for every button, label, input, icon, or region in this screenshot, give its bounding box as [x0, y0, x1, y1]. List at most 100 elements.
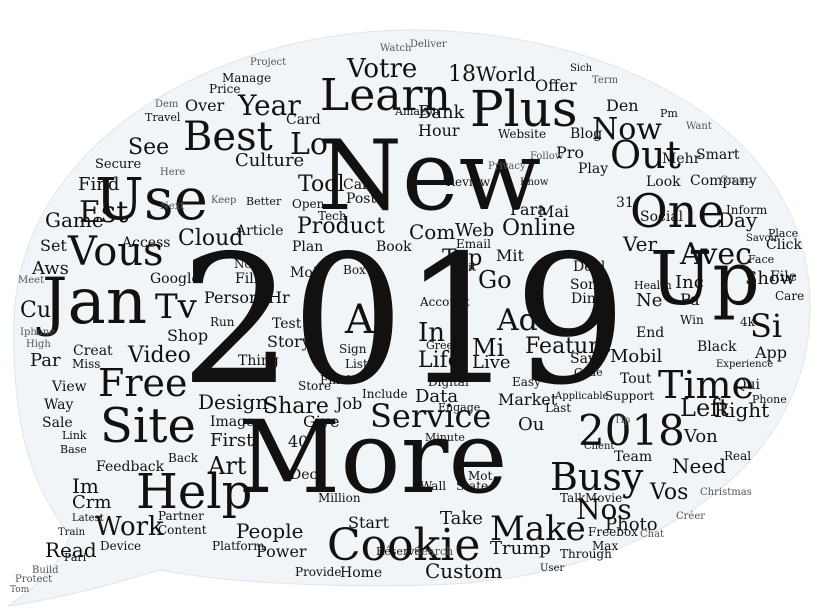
word-partner: Partner — [158, 509, 204, 523]
word-product: Product — [297, 214, 385, 239]
word-para: Para — [510, 200, 547, 219]
word-social: Social — [640, 209, 684, 225]
word-health: Health — [634, 279, 672, 292]
word-din: Din — [571, 291, 596, 307]
word-ad: Ad — [497, 303, 538, 338]
word-want: Want — [686, 121, 712, 132]
word-jan: Jan — [42, 265, 148, 339]
word-creer: Créer — [676, 511, 706, 522]
word-start: Start — [348, 513, 390, 532]
word-app: App — [755, 343, 788, 362]
word-reserve: Réservé — [376, 545, 421, 558]
word-talk: Talk — [560, 491, 586, 505]
word-dem: Dem — [155, 99, 179, 110]
word-go: Go — [478, 266, 512, 294]
word-sich: Sich — [570, 63, 593, 74]
word-tout: Tout — [620, 371, 652, 387]
word-next: Next — [160, 201, 185, 212]
word-game: Game — [45, 208, 104, 232]
word-video: Video — [128, 343, 191, 368]
word-im: Im — [72, 474, 99, 498]
word-busy: Busy — [550, 455, 644, 499]
word-out: Out — [610, 133, 681, 177]
word-way: Way — [44, 397, 74, 413]
word-tom: Tom — [10, 585, 30, 595]
word-feedback: Feedback — [96, 459, 165, 475]
word-last: Last — [545, 401, 572, 415]
word-deal: Deal — [573, 259, 606, 275]
word-sale: Sale — [42, 415, 73, 431]
word-31: 31 — [616, 195, 634, 211]
word-support: Support — [605, 389, 655, 403]
word-win: Win — [680, 313, 704, 327]
word-photo: Photo — [605, 514, 658, 535]
word-new: New — [318, 120, 541, 232]
word-online: Online — [502, 216, 576, 241]
word-in: In — [418, 318, 446, 348]
word-black: Black — [697, 339, 737, 355]
word-show: Show — [745, 268, 796, 289]
word-offer: Offer — [535, 76, 577, 95]
word-make: Make — [490, 509, 586, 549]
word-project: Project — [250, 57, 287, 68]
word-play: Play — [578, 161, 609, 177]
word-market: Market — [498, 390, 558, 409]
word-end: End — [636, 325, 665, 341]
word-follow: Follow — [530, 151, 564, 162]
word-take: Take — [440, 508, 483, 529]
word-search: Search — [414, 545, 454, 558]
word-left: Left — [680, 394, 729, 422]
word-mot: Mot — [468, 469, 493, 483]
word-train: Train — [58, 527, 86, 538]
word-hour: Hour — [418, 121, 460, 140]
word-account: Account — [420, 295, 470, 309]
word-von: Von — [684, 426, 718, 447]
word-greet: Greet — [426, 339, 458, 352]
word-vous: Vous — [68, 229, 164, 275]
word-live: Live — [472, 352, 511, 373]
word-moi: Moi — [290, 265, 318, 281]
word-christmas: Christmas — [700, 487, 752, 498]
word-more: More — [238, 399, 508, 516]
word-mit: Mit — [496, 246, 524, 265]
word-keep: Keep — [211, 195, 237, 206]
word-ver: Ver — [623, 232, 658, 256]
word-right: Right — [714, 398, 770, 422]
word-click: Click — [766, 237, 802, 253]
word-protect: Protect — [15, 574, 53, 585]
word-mobil: Mobil — [610, 346, 663, 367]
word-tech: Tech — [318, 209, 347, 223]
word-read: Read — [45, 538, 97, 562]
word-build: Build — [32, 565, 59, 576]
word-deliver: Deliver — [410, 39, 447, 50]
word-one: One — [630, 184, 725, 238]
word-free: Free — [98, 361, 188, 405]
word-creat: Creat — [73, 343, 113, 359]
word-need: Need — [672, 454, 726, 478]
word-final: Final — [320, 373, 351, 387]
word-engage: Engage — [438, 401, 481, 414]
word-code: Code — [574, 366, 603, 379]
word-mi: Mi — [472, 334, 505, 362]
word-aws: Aws — [32, 258, 69, 279]
word-time: Time — [658, 363, 755, 407]
word-power: Power — [256, 542, 307, 561]
word-million: Million — [318, 491, 361, 505]
word-post: Post — [346, 191, 377, 207]
word-savoir: Savoir — [746, 233, 779, 244]
word-google: Google — [150, 271, 200, 287]
word-easy: Easy — [512, 375, 541, 389]
word-state: State — [456, 479, 489, 493]
word-watch: Watch — [380, 43, 412, 54]
word-over: Over — [185, 96, 225, 115]
word-up: Up — [650, 236, 760, 322]
speech-bubble-outline — [7, 29, 811, 607]
word-freebox: Freebox — [588, 525, 638, 539]
word-people: People — [236, 519, 304, 543]
word-hr: Hr — [268, 288, 290, 307]
word-test: Test — [272, 316, 302, 332]
word-job: Job — [336, 394, 363, 413]
word-experience: Experience — [716, 359, 774, 370]
word-movie: Movie — [585, 491, 623, 505]
